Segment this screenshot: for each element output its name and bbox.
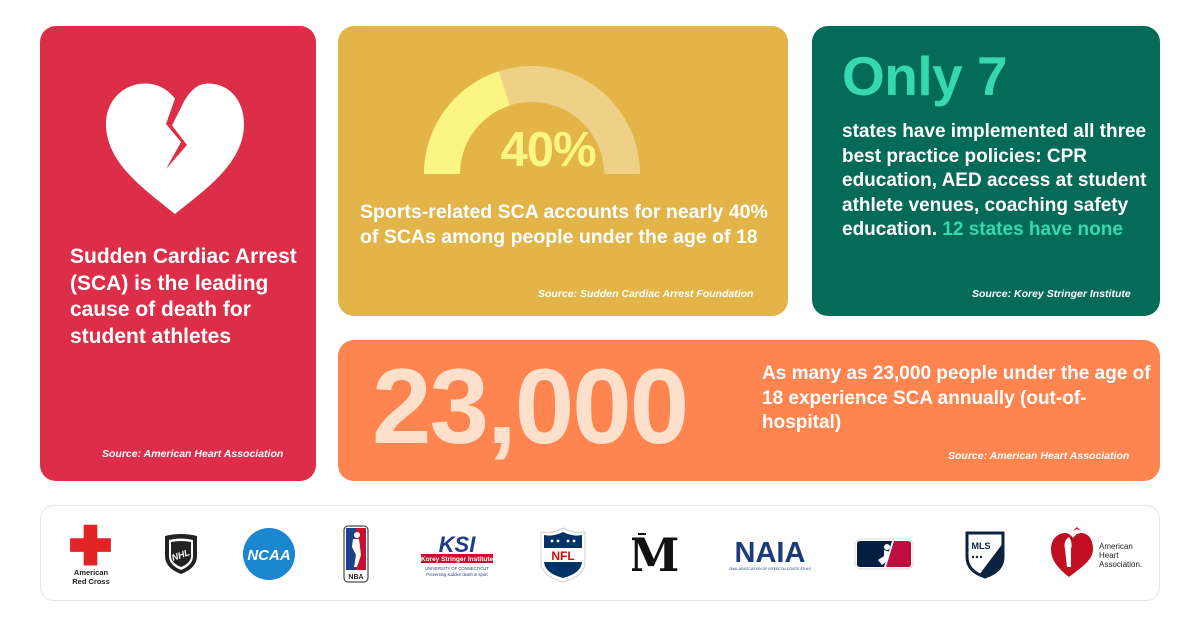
red-cross-logo: American Red Cross [61,516,121,592]
svg-text:Association.: Association. [1099,560,1142,569]
sports-related-text: Sports-related SCA accounts for nearly 4… [360,201,768,249]
svg-text:American: American [74,568,109,577]
nba-logo: NBA [341,516,371,592]
mls-logo: MLS [961,516,1009,592]
svg-text:UNIVERSITY OF CONNECTICUT: UNIVERSITY OF CONNECTICUT [425,566,489,571]
states-body: states have implemented all three best p… [842,121,1147,240]
nfl-logo: NFL [537,516,589,592]
svg-text:American: American [1099,542,1133,551]
stat-card-sports-related: 40% Sports-related SCA accounts for near… [338,26,788,316]
svg-text:KSI: KSI [439,532,477,557]
gauge-chart [424,66,640,174]
ncaa-logo: NCAA [239,516,301,592]
nhl-logo: NHL [159,516,203,592]
svg-text:NBA: NBA [348,574,363,581]
ksi-logo: KSI Korey Stringer Institute UNIVERSITY … [419,516,495,592]
svg-text:Red Cross: Red Cross [72,577,110,585]
svg-text:NCAA: NCAA [247,547,290,564]
broken-heart-icon [106,83,244,214]
svg-text:MLS: MLS [972,541,991,551]
stat-card-annual: 23,000 As many as 23,000 people under th… [338,340,1160,481]
svg-text:Preventing sudden death in spo: Preventing sudden death in sport [426,572,488,577]
svg-text:NATIONAL ASSOCIATION OF INTERC: NATIONAL ASSOCIATION OF INTERCOLLEGIATE … [729,567,811,571]
mlb-logo [853,516,915,592]
annual-text: As many as 23,000 people under the age o… [762,363,1151,434]
partner-logos-bar: American Red Cross NHL NCAA NBA [40,505,1160,601]
svg-text:Korey Stringer Institute: Korey Stringer Institute [421,556,494,563]
big-number: 23,000 [372,346,689,466]
gauge-value: 40% [500,123,596,177]
aha-logo: American Heart Association. [1047,516,1147,592]
naia-logo: NAIA NATIONAL ASSOCIATION OF INTERCOLLEG… [729,516,811,592]
source-label: Source: American Heart Association [948,450,1130,462]
svg-text:NAIA: NAIA [735,537,806,569]
source-label: Source: Sudden Cardiac Arrest Foundation [538,288,754,300]
source-label: Source: Korey Stringer Institute [972,288,1131,300]
svg-text:M: M [632,528,678,581]
gauge-fill [424,71,511,174]
source-label: Source: American Heart Association [102,448,284,460]
svg-text:Heart: Heart [1099,551,1119,560]
states-highlight: 12 states have none [942,219,1123,240]
only-seven-headline: Only 7 [842,45,1008,107]
stat-card-leading-cause: Sudden Cardiac Arrest (SCA) is the leadi… [40,26,316,481]
leading-cause-text: Sudden Cardiac Arrest (SCA) is the leadi… [70,245,297,348]
states-text: states have implemented all three best p… [842,120,1152,243]
gothic-m-logo: M [631,516,679,592]
stat-card-states: Only 7 states have implemented all three… [812,26,1160,316]
svg-text:NFL: NFL [551,549,574,563]
